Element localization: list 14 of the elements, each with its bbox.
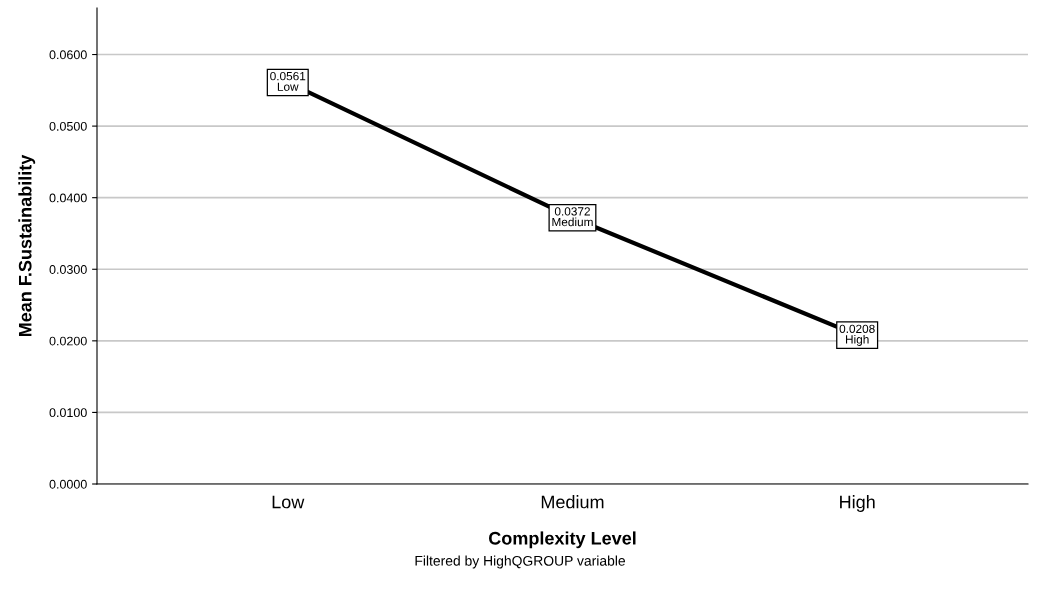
- x-tick-label: High: [840, 495, 875, 512]
- x-axis-title: Complexity Level: [488, 531, 636, 549]
- text: Filtered by HighQGROUP variable: [415, 555, 626, 569]
- y-tick-label: 0.0100: [49, 408, 87, 418]
- x-tick-label: Low: [272, 495, 305, 509]
- y-tick-label: 0.0500: [49, 121, 87, 131]
- y-tick-label: 0.0600: [49, 50, 87, 60]
- y-tick-label: 0.0400: [49, 193, 87, 203]
- y-axis-title: Mean F.Sustainability: [18, 154, 36, 337]
- text: 0.0372 Medium: [552, 207, 593, 227]
- y-tick-label: 0.0200: [49, 336, 87, 346]
- y-tick-label: 0.0000: [49, 479, 87, 489]
- x-tick-label: Medium: [541, 495, 604, 509]
- y-tick-label: 0.0300: [49, 265, 87, 274]
